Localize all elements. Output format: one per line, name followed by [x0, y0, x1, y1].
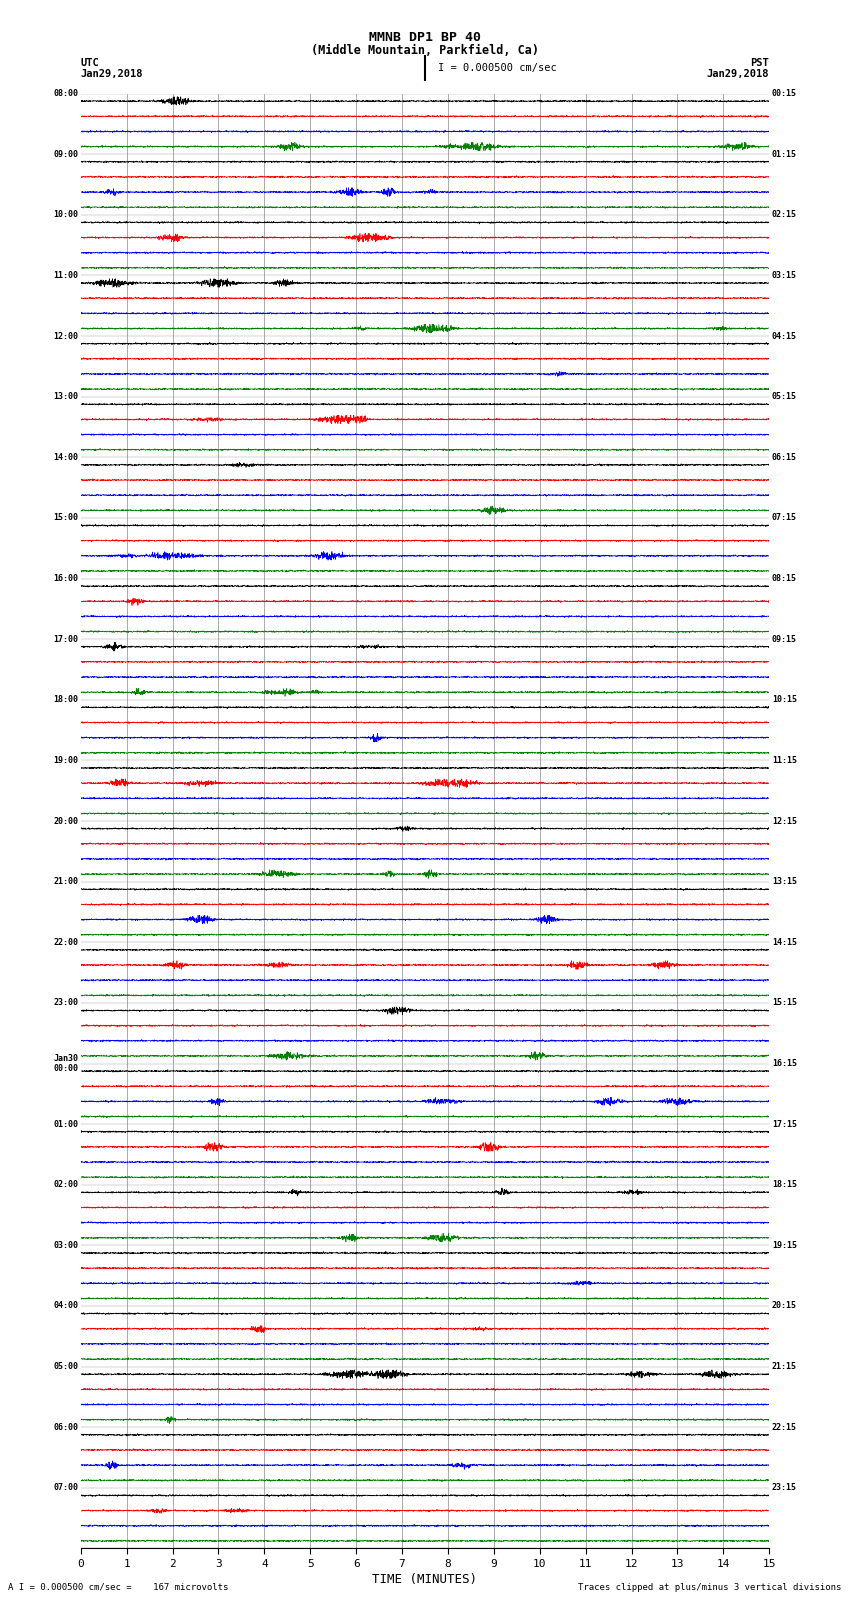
Text: 12:15: 12:15 — [772, 816, 796, 826]
Text: 02:15: 02:15 — [772, 210, 796, 219]
Text: 23:15: 23:15 — [772, 1484, 796, 1492]
Text: 10:15: 10:15 — [772, 695, 796, 705]
Text: 22:00: 22:00 — [54, 937, 78, 947]
Text: 13:00: 13:00 — [54, 392, 78, 402]
Text: Jan29,2018: Jan29,2018 — [706, 69, 769, 79]
Text: 05:15: 05:15 — [772, 392, 796, 402]
Text: 14:15: 14:15 — [772, 937, 796, 947]
Text: 20:00: 20:00 — [54, 816, 78, 826]
Text: MMNB DP1 BP 40: MMNB DP1 BP 40 — [369, 31, 481, 44]
Text: 04:15: 04:15 — [772, 332, 796, 340]
Text: 01:00: 01:00 — [54, 1119, 78, 1129]
Text: 01:15: 01:15 — [772, 150, 796, 158]
Text: 15:15: 15:15 — [772, 998, 796, 1008]
Text: 17:00: 17:00 — [54, 634, 78, 644]
Text: 06:15: 06:15 — [772, 453, 796, 461]
Text: 07:00: 07:00 — [54, 1484, 78, 1492]
Text: 08:00: 08:00 — [54, 89, 78, 98]
Text: 03:00: 03:00 — [54, 1240, 78, 1250]
Text: 06:00: 06:00 — [54, 1423, 78, 1432]
Text: 19:15: 19:15 — [772, 1240, 796, 1250]
Text: 21:00: 21:00 — [54, 877, 78, 886]
Text: 00:15: 00:15 — [772, 89, 796, 98]
Text: 04:00: 04:00 — [54, 1302, 78, 1310]
Text: UTC: UTC — [81, 58, 99, 68]
Text: PST: PST — [751, 58, 769, 68]
Text: 07:15: 07:15 — [772, 513, 796, 523]
Text: 22:15: 22:15 — [772, 1423, 796, 1432]
Text: 18:15: 18:15 — [772, 1181, 796, 1189]
Text: 15:00: 15:00 — [54, 513, 78, 523]
X-axis label: TIME (MINUTES): TIME (MINUTES) — [372, 1573, 478, 1586]
Text: 19:00: 19:00 — [54, 756, 78, 765]
Text: (Middle Mountain, Parkfield, Ca): (Middle Mountain, Parkfield, Ca) — [311, 44, 539, 56]
Text: 14:00: 14:00 — [54, 453, 78, 461]
Text: 03:15: 03:15 — [772, 271, 796, 281]
Text: Traces clipped at plus/minus 3 vertical divisions: Traces clipped at plus/minus 3 vertical … — [578, 1582, 842, 1592]
Text: 16:00: 16:00 — [54, 574, 78, 582]
Text: A I = 0.000500 cm/sec =    167 microvolts: A I = 0.000500 cm/sec = 167 microvolts — [8, 1582, 229, 1592]
Text: Jan30
00:00: Jan30 00:00 — [54, 1053, 78, 1073]
Text: 02:00: 02:00 — [54, 1181, 78, 1189]
Text: 11:00: 11:00 — [54, 271, 78, 281]
Text: 09:00: 09:00 — [54, 150, 78, 158]
Text: 17:15: 17:15 — [772, 1119, 796, 1129]
Text: I = 0.000500 cm/sec: I = 0.000500 cm/sec — [438, 63, 557, 73]
Text: 21:15: 21:15 — [772, 1361, 796, 1371]
Text: 12:00: 12:00 — [54, 332, 78, 340]
Text: 08:15: 08:15 — [772, 574, 796, 582]
Text: 23:00: 23:00 — [54, 998, 78, 1008]
Text: Jan29,2018: Jan29,2018 — [81, 69, 144, 79]
Text: 10:00: 10:00 — [54, 210, 78, 219]
Text: 11:15: 11:15 — [772, 756, 796, 765]
Text: 20:15: 20:15 — [772, 1302, 796, 1310]
Text: 05:00: 05:00 — [54, 1361, 78, 1371]
Text: 16:15: 16:15 — [772, 1060, 796, 1068]
Text: 18:00: 18:00 — [54, 695, 78, 705]
Text: 09:15: 09:15 — [772, 634, 796, 644]
Text: 13:15: 13:15 — [772, 877, 796, 886]
